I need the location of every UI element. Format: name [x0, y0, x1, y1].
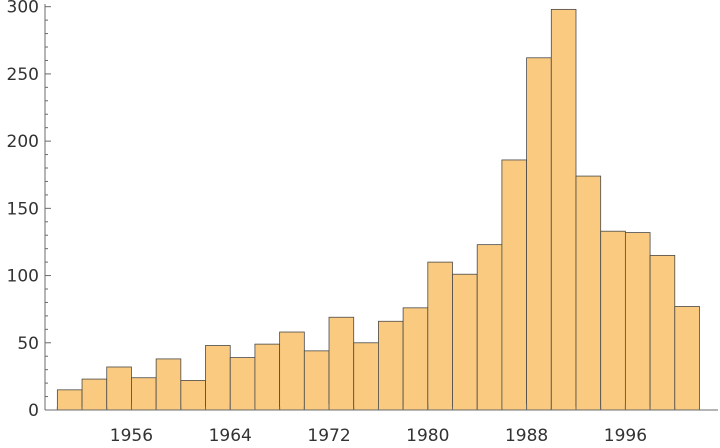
histogram-bar-1966-1968 — [254, 343, 281, 411]
x-tick-label: 1972 — [307, 426, 350, 446]
histogram-bar-1978-1980 — [402, 307, 429, 411]
histogram-bar-1960-1962 — [180, 380, 206, 411]
histogram-bar-1958-1960 — [155, 358, 182, 411]
histogram-bar-1968-1970 — [279, 331, 305, 411]
x-tick-label: 1988 — [505, 426, 548, 446]
histogram-bar-1964-1966 — [229, 357, 256, 411]
histogram-bar-1980-1982 — [427, 261, 453, 411]
histogram-bar-1950-1952 — [56, 389, 83, 411]
y-tick-label: 200 — [7, 132, 39, 152]
x-tick-label: 1980 — [406, 426, 449, 446]
histogram-bar-1962-1964 — [205, 345, 231, 411]
histogram-bar-1970-1972 — [303, 350, 330, 411]
histogram-bar-1952-1954 — [81, 378, 108, 411]
histogram-bar-1986-1988 — [501, 159, 527, 411]
tick-labels-layer: 0 50 100 150 200 250 300 1956 1964 1972 1980 1988 19… — [7, 0, 647, 446]
x-tick-label: 1956 — [110, 426, 153, 446]
histogram-bar-1982-1984 — [452, 273, 478, 411]
y-tick-label: 0 — [28, 401, 39, 421]
histogram-bar-1974-1976 — [353, 342, 379, 411]
histogram-bar-1956-1958 — [131, 377, 157, 411]
y-tick-label: 50 — [17, 334, 39, 354]
x-tick-label: 1996 — [604, 426, 647, 446]
y-tick-label: 250 — [7, 65, 39, 85]
ticks-layer — [45, 6, 700, 411]
histogram-bar-2000-2002 — [674, 306, 700, 411]
histogram-bar-1992-1994 — [575, 175, 602, 411]
histogram-bar-1998-2000 — [649, 254, 676, 411]
histogram-bar-1984-1986 — [476, 244, 503, 411]
histogram-bar-1954-1956 — [106, 366, 132, 411]
y-tick-label: 150 — [7, 199, 39, 219]
y-tick-label: 100 — [7, 267, 39, 287]
histogram-bar-1976-1978 — [378, 320, 404, 411]
histogram-bar-1996-1998 — [624, 232, 651, 411]
histogram-bar-1972-1974 — [328, 316, 355, 411]
histogram-bar-1988-1990 — [526, 57, 552, 411]
x-tick-label: 1964 — [209, 426, 252, 446]
bars-layer — [56, 8, 700, 411]
histogram-bar-1990-1992 — [550, 8, 577, 411]
histogram-bar-1994-1996 — [600, 230, 626, 411]
y-tick-label: 300 — [7, 0, 39, 18]
